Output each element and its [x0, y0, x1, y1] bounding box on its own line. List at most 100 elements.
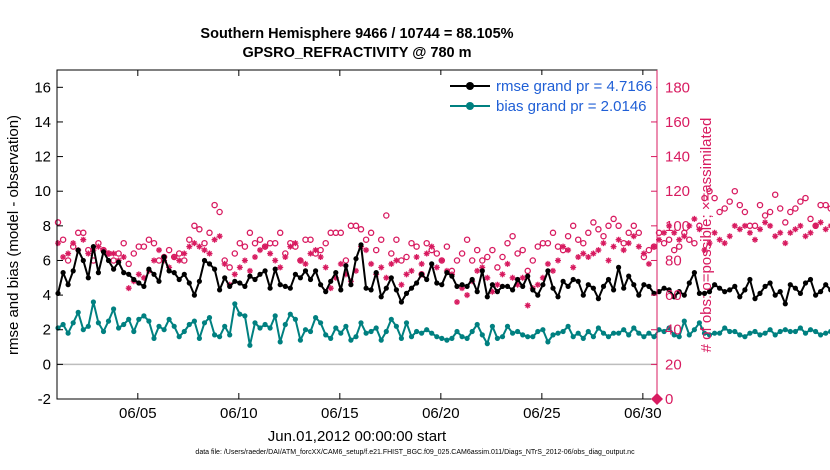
- obs-assimilated-point: [292, 240, 299, 247]
- obs-possible-point: [120, 239, 127, 247]
- rmse-point: [398, 299, 404, 305]
- bias-point: [494, 335, 500, 341]
- obs-assimilated-point: [327, 285, 334, 292]
- obs-possible-point: [635, 229, 643, 237]
- rmse-point: [378, 294, 384, 300]
- obs-assimilated-point: [549, 267, 556, 274]
- rmse-point: [464, 283, 470, 289]
- obs-assimilated-point: [166, 264, 173, 271]
- obs-assimilated-point: [388, 260, 395, 267]
- rmse-point: [444, 270, 450, 276]
- obs-assimilated-point: [615, 236, 622, 243]
- bias-point: [429, 330, 435, 336]
- rmse-point: [479, 268, 485, 274]
- rmse-point: [60, 270, 66, 276]
- bias-point: [297, 337, 303, 343]
- bias-point: [565, 323, 571, 329]
- obs-possible-point: [388, 250, 395, 257]
- rmse-point: [499, 283, 506, 289]
- obs-possible-point: [665, 236, 673, 243]
- bias-point: [171, 323, 177, 329]
- rmse-point: [459, 282, 465, 288]
- obs-assimilated-point: [524, 302, 531, 309]
- obs-possible-point: [80, 229, 87, 237]
- y2-tick-label: 20: [665, 356, 682, 373]
- rmse-point: [641, 282, 647, 288]
- obs-assimilated-point: [257, 247, 264, 254]
- obs-possible-point: [125, 260, 132, 268]
- bias-point: [772, 332, 778, 338]
- rmse-point: [520, 283, 526, 289]
- obs-assimilated-point: [176, 257, 183, 264]
- obs-assimilated-point: [282, 254, 289, 261]
- bias-point: [373, 325, 379, 331]
- bias-point: [717, 330, 723, 336]
- rmse-point: [439, 282, 445, 288]
- y-tick-label: 8: [43, 218, 51, 235]
- y2-tick-label: 40: [665, 322, 682, 339]
- obs-assimilated-point: [565, 247, 572, 254]
- bias-point: [661, 328, 667, 335]
- obs-possible-point: [711, 194, 718, 202]
- bias-point: [509, 330, 516, 336]
- obs-possible-point: [605, 222, 612, 230]
- rmse-point: [676, 289, 682, 295]
- legend: rmse grand pr = 4.7166 bias grand pr = 2…: [440, 75, 656, 117]
- rmse-point: [212, 266, 218, 272]
- bias-point: [525, 334, 531, 340]
- bias-point: [499, 334, 506, 340]
- rmse-point: [80, 257, 86, 264]
- rmse-point: [762, 283, 768, 289]
- bias-point: [328, 335, 334, 341]
- bias-point: [388, 316, 394, 322]
- rmse-point: [328, 278, 334, 284]
- bias-line: [57, 301, 830, 347]
- rmse-point: [616, 264, 622, 270]
- bias-point: [762, 330, 768, 336]
- obs-assimilated-point: [666, 222, 673, 229]
- bias-point: [504, 323, 511, 329]
- obs-possible-point: [620, 239, 627, 247]
- obs-possible-point: [337, 229, 345, 237]
- bias-point: [570, 334, 576, 340]
- bias-point: [217, 334, 223, 340]
- obs-possible-point: [64, 257, 72, 264]
- bias-point: [368, 328, 374, 335]
- rmse-point: [540, 282, 546, 288]
- bias-point: [121, 321, 127, 328]
- rmse-point: [116, 259, 122, 265]
- bias-point: [247, 342, 253, 348]
- rmse-point: [656, 289, 662, 295]
- rmse-point: [100, 249, 107, 255]
- obs-assimilated-point: [135, 271, 142, 278]
- bias-point: [206, 315, 213, 321]
- obs-possible-point: [554, 243, 562, 250]
- bias-point: [408, 334, 415, 340]
- obs-assimilated-point: [686, 222, 693, 229]
- rmse-point: [782, 301, 788, 307]
- bias-point: [520, 332, 526, 338]
- bias-point: [616, 330, 622, 336]
- obs-possible-point: [342, 257, 350, 264]
- obs-assimilated-point: [701, 247, 708, 254]
- obs-assimilated-point: [645, 260, 652, 267]
- bias-point: [752, 328, 758, 335]
- rmse-point: [161, 254, 167, 260]
- obs-assimilated-point: [782, 240, 789, 247]
- legend-label-bias: bias grand pr = 2.0146: [496, 97, 647, 115]
- rmse-point: [767, 280, 773, 286]
- obs-possible-point: [155, 257, 163, 264]
- obs-possible-point: [352, 222, 360, 230]
- bias-point: [676, 334, 682, 340]
- obs-assimilated-point: [757, 226, 764, 233]
- obs-assimilated-point: [555, 257, 562, 264]
- obs-assimilated-point: [267, 250, 274, 257]
- rmse-point: [686, 280, 692, 286]
- bias-point: [651, 334, 657, 340]
- x-tick-label: 06/10: [220, 405, 258, 422]
- bias-point: [343, 323, 349, 329]
- obs-assimilated-point: [459, 285, 466, 292]
- rmse-point: [757, 290, 763, 296]
- rmse-point: [186, 280, 192, 286]
- obs-possible-point: [256, 236, 264, 243]
